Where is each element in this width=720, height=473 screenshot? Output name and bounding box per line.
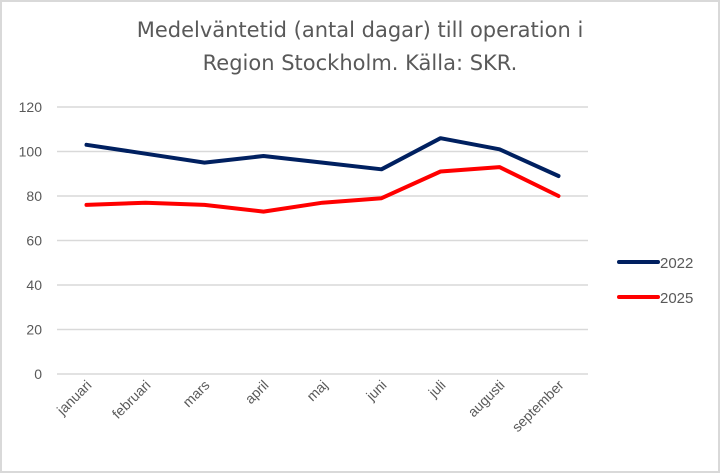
- series-lines: [84, 136, 561, 214]
- y-tick-label: 80: [26, 188, 42, 204]
- y-tick-label: 40: [26, 277, 42, 293]
- legend: 2022 2025: [617, 255, 693, 307]
- y-axis-ticks: 0 20 40 60 80 100 120: [19, 99, 43, 382]
- y-tick-label: 0: [34, 366, 42, 382]
- x-tick-label: maj: [303, 377, 330, 404]
- x-tick-label: juli: [424, 377, 448, 401]
- y-tick-label: 100: [19, 144, 43, 160]
- series-line-2022: [84, 136, 561, 178]
- x-tick-label: augusti: [464, 377, 507, 420]
- x-axis-ticks: januari februari mars april maj juni juli augus…: [53, 377, 567, 435]
- y-tick-label: 120: [19, 99, 43, 115]
- x-tick-label: september: [509, 377, 567, 435]
- series-line-2025: [84, 165, 561, 214]
- legend-label: 2025: [660, 290, 693, 307]
- legend-label: 2022: [660, 255, 693, 272]
- gridlines: [57, 106, 588, 375]
- x-tick-label: januari: [53, 377, 95, 419]
- x-tick-label: juni: [362, 377, 389, 404]
- chart-title-line-2: Region Stockholm. Källa: SKR.: [202, 51, 518, 75]
- x-tick-label: mars: [179, 377, 212, 410]
- y-tick-label: 20: [26, 322, 42, 338]
- x-tick-label: april: [242, 377, 272, 407]
- chart-title: Medelväntetid (antal dagar) till operati…: [60, 14, 660, 80]
- chart-title-line-1: Medelväntetid (antal dagar) till operati…: [136, 18, 584, 42]
- x-tick-label: februari: [109, 377, 154, 422]
- y-tick-label: 60: [26, 233, 42, 249]
